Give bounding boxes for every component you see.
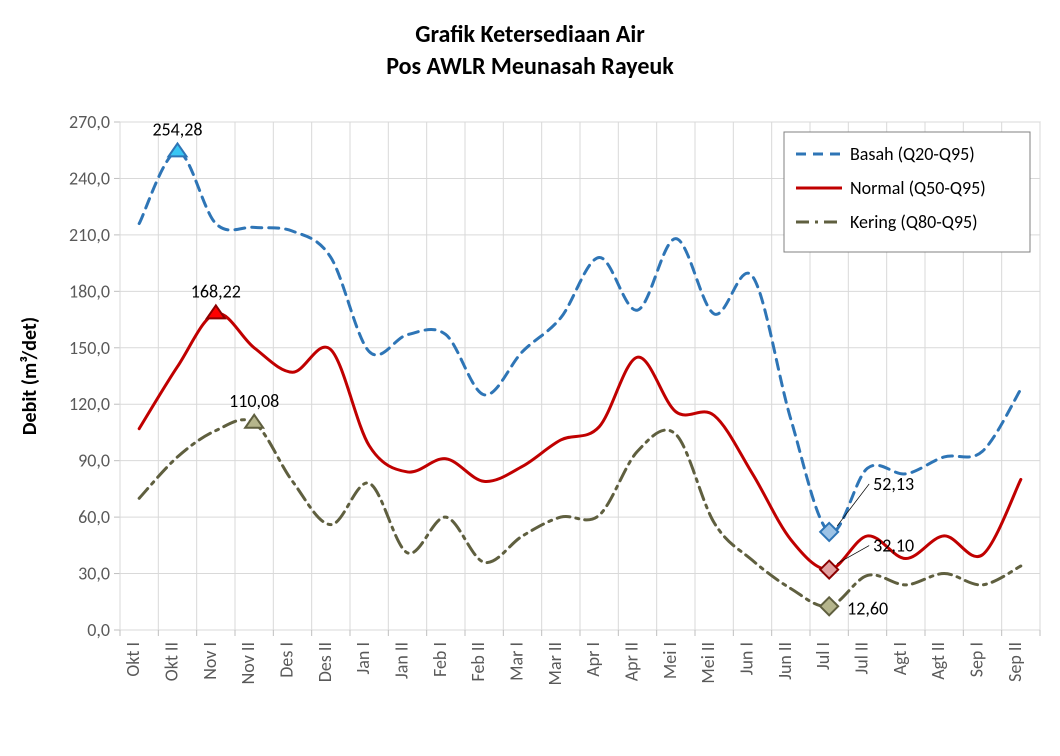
y-tick-label: 270,0	[69, 111, 110, 133]
x-tick-label: Agt I	[889, 642, 911, 675]
min-marker	[820, 597, 838, 615]
x-tick-label: Feb II	[467, 642, 489, 682]
data-label-max: 110,08	[229, 390, 279, 412]
data-label-max: 254,28	[152, 119, 202, 141]
data-label-max: 168,22	[191, 280, 241, 302]
x-tick-label: Okt I	[122, 642, 144, 677]
chart-container: Grafik Ketersediaan Air Pos AWLR Meunasa…	[0, 0, 1060, 756]
y-tick-label: 150,0	[69, 337, 110, 359]
x-tick-label: Nov II	[237, 642, 259, 684]
legend-label: Kering (Q80-Q95)	[850, 211, 978, 233]
legend: Basah (Q20-Q95) Normal (Q50-Q95) Kering (Q…	[784, 132, 1030, 252]
data-label-min: 12,60	[847, 597, 888, 619]
x-tick-label: Des I	[276, 642, 298, 678]
max-marker	[207, 305, 225, 318]
y-tick-label: 210,0	[69, 224, 110, 246]
min-marker	[820, 561, 838, 579]
callout-line	[837, 484, 869, 526]
x-tick-label: Jan II	[391, 642, 413, 679]
max-marker	[169, 143, 187, 156]
x-tick-label: Sep I	[966, 642, 988, 677]
x-tick-label: Mei I	[659, 642, 681, 679]
x-tick-label: Mei II	[697, 642, 719, 684]
y-tick-label: 240,0	[69, 167, 110, 189]
y-tick-label: 90,0	[78, 450, 110, 472]
x-tick-label: Jul II	[851, 642, 873, 674]
legend-label: Normal (Q50-Q95)	[850, 177, 986, 199]
y-axis-ticks: 0,0 30,0 60,0 90,0 120,0 150,0 180,0 210,0 240,0…	[69, 111, 110, 641]
x-tick-label: Jun II	[774, 642, 796, 680]
x-tick-label: Sep II	[1004, 642, 1026, 682]
x-tick-label: Mar II	[544, 642, 566, 685]
x-tick-label: Apr I	[582, 642, 604, 677]
x-tick-label: Mar I	[506, 642, 528, 681]
chart-title-line1: Grafik Ketersediaan Air	[415, 20, 645, 49]
x-tick-label: Jun I	[736, 642, 758, 675]
y-tick-label: 0,0	[87, 619, 110, 641]
y-axis-label: Debit (m³/det)	[18, 317, 42, 435]
x-tick-label: Apr II	[621, 642, 643, 681]
x-axis-ticks: Okt I Okt II Nov I Nov II Des I Des II Jan I Ja…	[122, 642, 1026, 685]
max-marker	[245, 415, 263, 428]
y-tick-label: 60,0	[78, 506, 110, 528]
chart-title-line2: Pos AWLR Meunasah Rayeuk	[386, 52, 674, 81]
y-tick-label: 120,0	[69, 393, 110, 415]
y-tick-label: 180,0	[69, 280, 110, 302]
x-tick-label: Feb I	[429, 642, 451, 677]
x-tick-label: Jul I	[812, 642, 834, 670]
chart-svg: Grafik Ketersediaan Air Pos AWLR Meunasa…	[0, 0, 1060, 756]
x-tick-label: Des II	[314, 642, 336, 682]
legend-label: Basah (Q20-Q95)	[850, 143, 975, 165]
x-tick-label: Okt II	[161, 642, 183, 681]
x-tick-label: Nov I	[199, 642, 221, 680]
x-tick-label: Agt II	[927, 642, 949, 680]
data-label-min: 32,10	[873, 535, 914, 557]
x-tick-label: Jan I	[352, 642, 374, 674]
y-tick-label: 30,0	[78, 563, 110, 585]
data-label-min: 52,13	[873, 473, 914, 495]
